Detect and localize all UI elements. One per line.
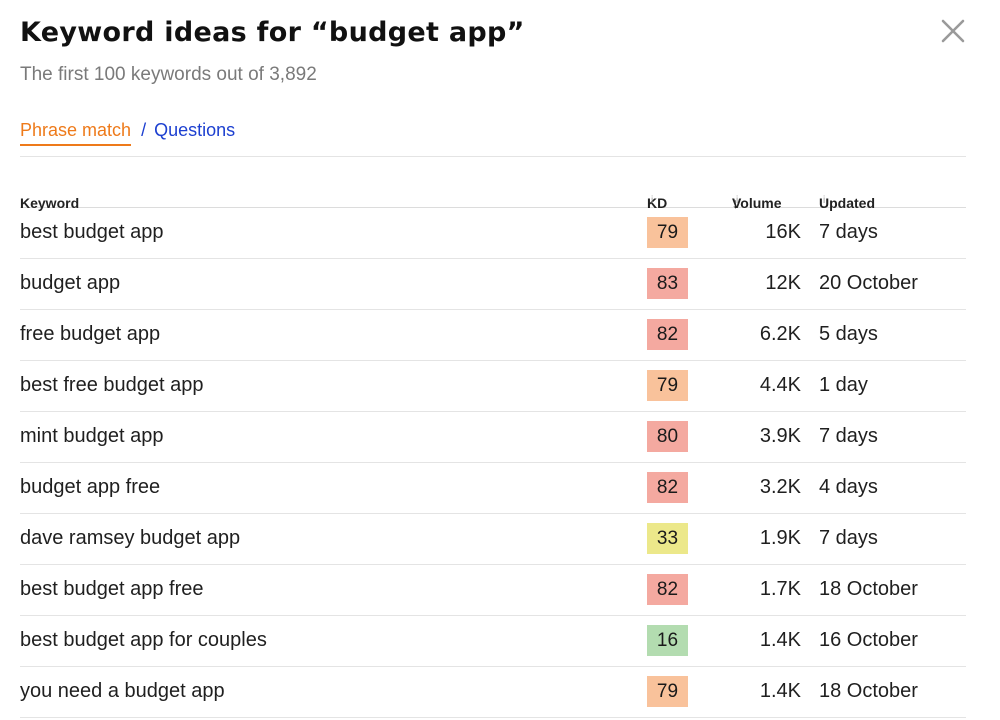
tab-separator: / bbox=[141, 120, 147, 140]
keyword-cell[interactable]: best budget app for couples bbox=[20, 629, 267, 651]
page-title: Keyword ideas for “budget app” bbox=[20, 17, 525, 48]
keyword-cell[interactable]: best free budget app bbox=[20, 374, 204, 396]
kd-badge: 82 bbox=[647, 472, 688, 503]
volume-cell: 12K bbox=[765, 272, 801, 294]
volume-cell: 4.4K bbox=[759, 374, 801, 396]
updated-cell: 18 October bbox=[819, 680, 918, 702]
volume-cell: 3.9K bbox=[759, 425, 801, 447]
volume-cell: 1.7K bbox=[759, 578, 801, 600]
volume-cell: 3.2K bbox=[759, 476, 801, 498]
kd-badge: 79 bbox=[647, 217, 688, 248]
keyword-cell[interactable]: free budget app bbox=[20, 323, 161, 345]
table-row[interactable]: budget app 83 12K 20 October bbox=[20, 259, 966, 310]
column-header-kd-label: KD bbox=[647, 195, 668, 211]
updated-cell: 7 days bbox=[819, 221, 878, 243]
keyword-cell[interactable]: budget app bbox=[20, 272, 121, 294]
kd-badge: 79 bbox=[647, 676, 688, 707]
table-row[interactable]: dave ramsey budget app 33 1.9K 7 days bbox=[20, 514, 966, 565]
keyword-cell[interactable]: best budget app bbox=[20, 221, 164, 243]
table-row[interactable]: free budget app 82 6.2K 5 days bbox=[20, 310, 966, 361]
updated-cell: 7 days bbox=[819, 527, 878, 549]
table-row[interactable]: you need a budget app 79 1.4K 18 October bbox=[20, 667, 966, 718]
close-button[interactable] bbox=[940, 18, 966, 44]
table-row[interactable]: best budget app 79 16K 7 days bbox=[20, 208, 966, 259]
volume-cell: 1.9K bbox=[759, 527, 801, 549]
keyword-count-subtitle: The first 100 keywords out of 3,892 bbox=[20, 64, 317, 85]
close-icon bbox=[941, 19, 965, 43]
column-header-updated-label: Updated bbox=[819, 195, 875, 211]
updated-cell: 1 day bbox=[819, 374, 868, 396]
kd-badge: 82 bbox=[647, 574, 688, 605]
match-type-tabs: Phrase match / Questions bbox=[20, 120, 235, 146]
table-row[interactable]: best free budget app 79 4.4K 1 day bbox=[20, 361, 966, 412]
keyword-cell[interactable]: best budget app free bbox=[20, 578, 204, 600]
table-body: best budget app 79 16K 7 days budget app 83 12… bbox=[20, 208, 966, 718]
volume-cell: 1.4K bbox=[759, 680, 801, 702]
kd-badge: 80 bbox=[647, 421, 688, 452]
keyword-cell[interactable]: budget app free bbox=[20, 476, 161, 498]
updated-cell: 20 October bbox=[819, 272, 918, 294]
sort-descending-icon: ↓ bbox=[732, 195, 739, 211]
keywords-table: Keyword KD i Volume ↓ i Updated i best budg… bbox=[20, 156, 966, 718]
column-header-keyword-label: Keyword bbox=[20, 195, 80, 211]
table-header: Keyword KD i Volume ↓ i Updated i bbox=[20, 156, 966, 211]
table-row[interactable]: mint budget app 80 3.9K 7 days bbox=[20, 412, 966, 463]
table-row[interactable]: best budget app for couples 16 1.4K 16 Octo… bbox=[20, 616, 966, 667]
kd-badge: 16 bbox=[647, 625, 688, 656]
table-row[interactable]: budget app free 82 3.2K 4 days bbox=[20, 463, 966, 514]
updated-cell: 4 days bbox=[819, 476, 878, 498]
kd-badge: 83 bbox=[647, 268, 688, 299]
updated-info-icon[interactable]: i bbox=[823, 195, 826, 206]
updated-cell: 7 days bbox=[819, 425, 878, 447]
kd-badge: 79 bbox=[647, 370, 688, 401]
column-header-volume-label: Volume bbox=[732, 195, 782, 211]
updated-cell: 18 October bbox=[819, 578, 918, 600]
kd-badge: 82 bbox=[647, 319, 688, 350]
updated-cell: 16 October bbox=[819, 629, 918, 651]
volume-cell: 16K bbox=[765, 221, 801, 243]
keyword-cell[interactable]: dave ramsey budget app bbox=[20, 527, 241, 549]
keyword-cell[interactable]: you need a budget app bbox=[20, 680, 225, 702]
table-row[interactable]: best budget app free 82 1.7K 18 October bbox=[20, 565, 966, 616]
tab-questions[interactable]: Questions bbox=[154, 120, 236, 140]
updated-cell: 5 days bbox=[819, 323, 878, 345]
keyword-cell[interactable]: mint budget app bbox=[20, 425, 164, 447]
tab-phrase-match[interactable]: Phrase match bbox=[20, 120, 132, 146]
kd-badge: 33 bbox=[647, 523, 688, 554]
volume-cell: 1.4K bbox=[759, 629, 801, 651]
kd-info-icon[interactable]: i bbox=[651, 195, 654, 206]
volume-cell: 6.2K bbox=[759, 323, 801, 345]
volume-info-icon[interactable]: i bbox=[736, 195, 739, 206]
